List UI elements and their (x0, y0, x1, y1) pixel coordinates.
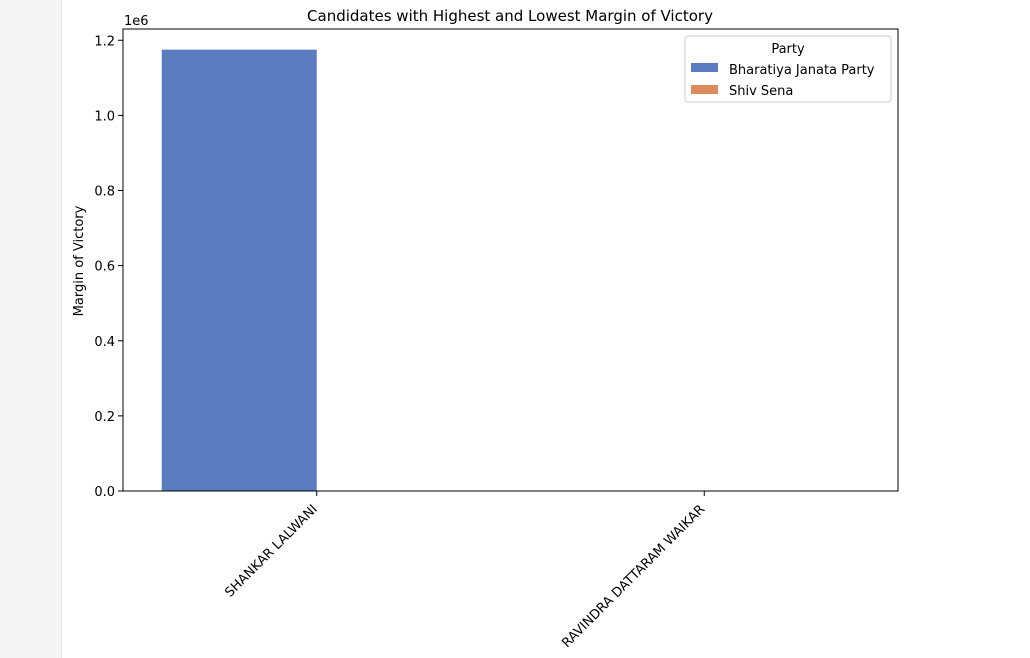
chart-title: Candidates with Highest and Lowest Margi… (307, 7, 713, 25)
y-ticks: 0.0 0.2 0.4 0.6 0.8 1.0 1.2 (94, 34, 123, 500)
bar-shankar-lalwani-bharatiya-janata-party (161, 49, 317, 491)
y-tick-label: 0.4 (94, 335, 115, 350)
x-tick-label: RAVINDRA DATTARAM WAIKAR (559, 502, 708, 651)
legend-label-shiv-sena: Shiv Sena (729, 84, 793, 99)
legend: Party Bharatiya Janata Party Shiv Sena (684, 35, 892, 103)
y-tick-label: 0.6 (94, 260, 115, 275)
legend-swatch-bjp (691, 63, 718, 72)
plot-frame (122, 28, 899, 492)
legend-box (684, 35, 892, 103)
y-tick-label: 0.2 (94, 410, 115, 425)
y-tick-label: 1.2 (94, 34, 115, 49)
y-tick-label: 1.0 (94, 109, 115, 124)
left-gutter (0, 0, 62, 658)
y-tick-label: 0.0 (94, 485, 115, 500)
x-ticks: SHANKAR LALWANI RAVINDRA DATTARAM WAIKAR (222, 491, 708, 651)
y-scale-label: 1e6 (124, 14, 149, 29)
x-tick-label: SHANKAR LALWANI (222, 502, 320, 600)
legend-swatch-shiv-sena (691, 85, 718, 94)
bars (161, 49, 860, 492)
y-axis-label: Margin of Victory (72, 205, 87, 316)
legend-title: Party (771, 42, 805, 57)
legend-label-bjp: Bharatiya Janata Party (729, 63, 875, 78)
y-tick-label: 0.8 (94, 185, 115, 200)
